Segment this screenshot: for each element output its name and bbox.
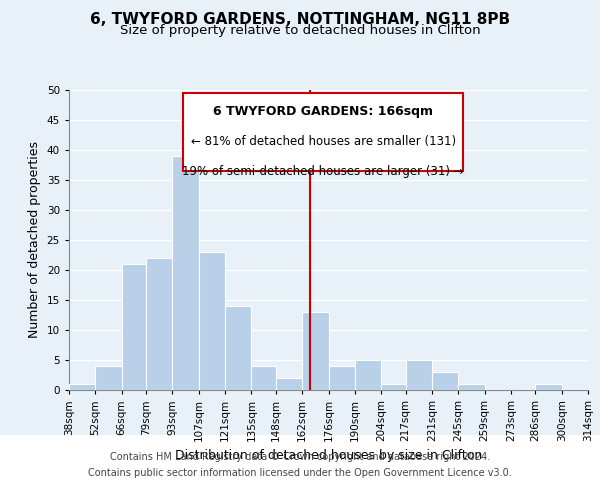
Bar <box>406 360 432 390</box>
Text: Contains HM Land Registry data © Crown copyright and database right 2024.: Contains HM Land Registry data © Crown c… <box>110 452 490 462</box>
Bar <box>276 378 302 390</box>
Y-axis label: Number of detached properties: Number of detached properties <box>28 142 41 338</box>
Text: 6 TWYFORD GARDENS: 166sqm: 6 TWYFORD GARDENS: 166sqm <box>214 105 433 118</box>
Bar <box>199 252 225 390</box>
Text: Size of property relative to detached houses in Clifton: Size of property relative to detached ho… <box>119 24 481 37</box>
Text: Contains public sector information licensed under the Open Government Licence v3: Contains public sector information licen… <box>88 468 512 477</box>
Bar <box>225 306 251 390</box>
Bar <box>146 258 172 390</box>
Text: 19% of semi-detached houses are larger (31) →: 19% of semi-detached houses are larger (… <box>182 165 464 178</box>
Bar <box>588 384 600 390</box>
Bar <box>302 312 329 390</box>
Bar <box>458 384 485 390</box>
Text: ← 81% of detached houses are smaller (131): ← 81% of detached houses are smaller (13… <box>191 135 456 148</box>
Bar <box>69 384 95 390</box>
Bar <box>329 366 355 390</box>
Text: 6, TWYFORD GARDENS, NOTTINGHAM, NG11 8PB: 6, TWYFORD GARDENS, NOTTINGHAM, NG11 8PB <box>90 12 510 28</box>
Bar <box>355 360 381 390</box>
FancyBboxPatch shape <box>183 93 463 171</box>
Bar <box>432 372 458 390</box>
X-axis label: Distribution of detached houses by size in Clifton: Distribution of detached houses by size … <box>175 450 482 462</box>
Bar <box>535 384 562 390</box>
Bar <box>381 384 406 390</box>
Bar <box>122 264 146 390</box>
Bar <box>95 366 122 390</box>
Bar <box>251 366 276 390</box>
Bar <box>172 156 199 390</box>
